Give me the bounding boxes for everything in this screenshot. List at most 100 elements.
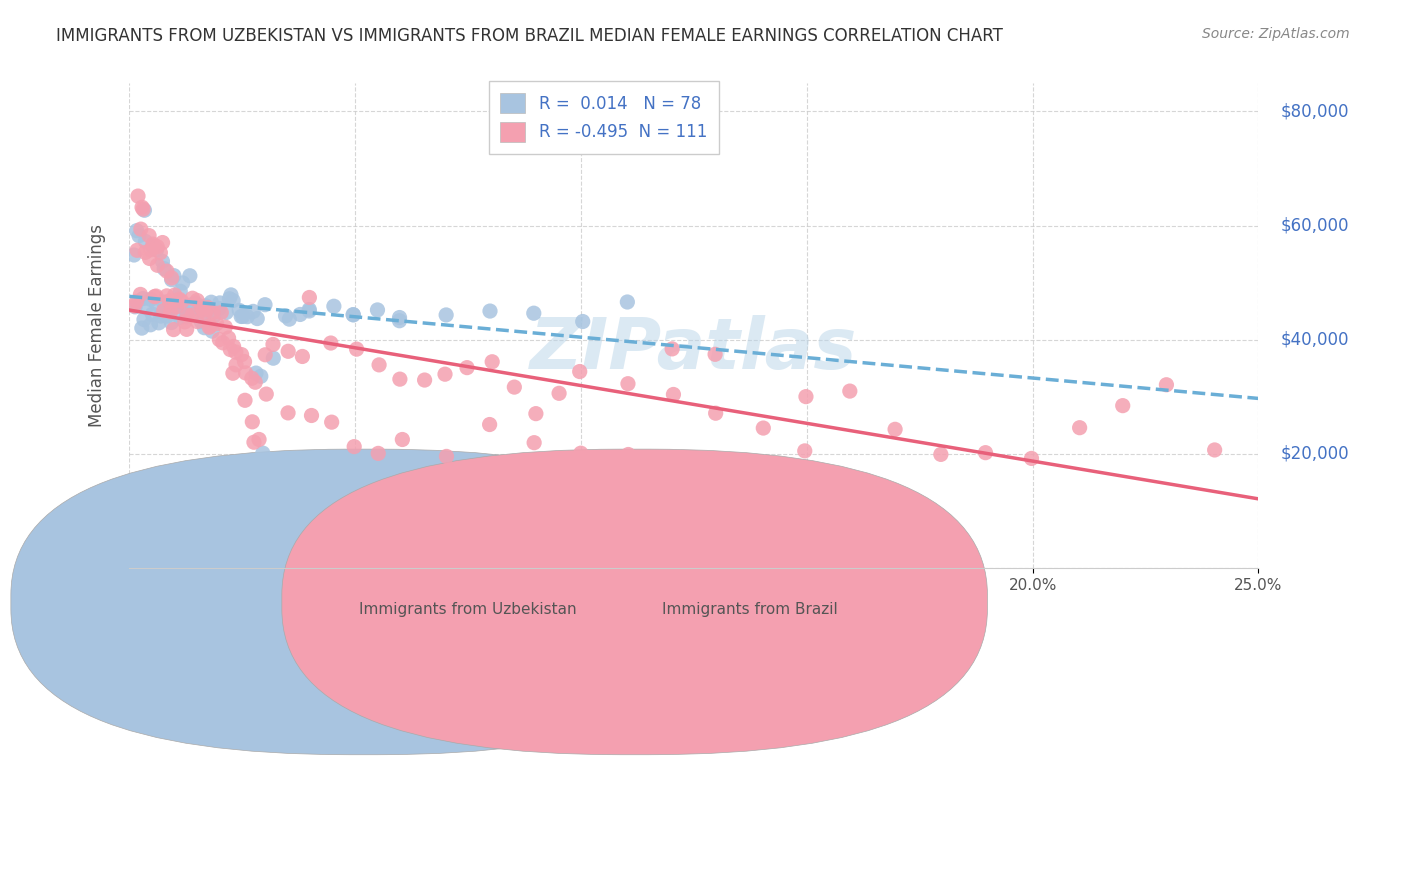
Point: [291, 350, 314, 364]
Point: [1204, 442, 1226, 457]
Point: [222, 366, 245, 380]
Point: [253, 298, 276, 312]
Point: [298, 302, 321, 317]
Point: [165, 293, 187, 308]
Point: [152, 235, 174, 250]
Point: [388, 314, 411, 328]
Point: [225, 345, 247, 359]
Point: [548, 386, 571, 401]
Point: [156, 264, 179, 278]
Point: [176, 309, 198, 323]
Point: [132, 202, 155, 217]
Point: [974, 445, 997, 459]
Point: [124, 300, 146, 314]
Text: Immigrants from Brazil: Immigrants from Brazil: [662, 602, 838, 617]
Point: [254, 348, 277, 362]
Point: [159, 305, 181, 319]
Point: [436, 450, 458, 464]
Point: [162, 322, 184, 336]
Point: [176, 310, 198, 324]
Point: [346, 342, 368, 356]
Point: [208, 301, 231, 316]
Point: [148, 316, 170, 330]
Point: [298, 304, 321, 318]
Point: [218, 331, 240, 345]
Point: [388, 310, 411, 325]
Point: [181, 291, 204, 305]
Point: [138, 252, 160, 266]
Point: [132, 312, 155, 326]
Point: [571, 314, 593, 328]
Point: [129, 287, 152, 301]
Point: [186, 314, 208, 328]
Point: [222, 339, 245, 353]
Point: [288, 308, 311, 322]
Point: [616, 295, 638, 310]
Point: [157, 293, 180, 308]
Point: [146, 298, 169, 312]
Point: [193, 302, 215, 317]
Point: [166, 300, 188, 314]
Point: [200, 318, 222, 333]
Point: [1156, 377, 1178, 392]
Point: [160, 300, 183, 314]
Point: [231, 310, 253, 324]
Point: [1021, 451, 1043, 466]
Point: [240, 371, 263, 385]
Point: [132, 292, 155, 306]
Point: [929, 447, 952, 461]
Point: [278, 312, 301, 326]
Point: [156, 309, 179, 323]
Point: [146, 240, 169, 254]
Point: [232, 310, 254, 324]
Point: [231, 348, 253, 362]
Point: [194, 306, 217, 320]
Point: [170, 294, 193, 309]
Point: [568, 365, 591, 379]
Point: [752, 421, 775, 435]
Point: [215, 305, 238, 319]
Point: [228, 303, 250, 318]
Point: [252, 446, 274, 460]
Point: [219, 343, 242, 357]
Point: [180, 302, 202, 317]
Point: [388, 372, 411, 386]
Point: [225, 358, 247, 372]
Point: [262, 351, 284, 366]
Point: [128, 228, 150, 243]
Point: [135, 301, 157, 315]
Text: $60,000: $60,000: [1281, 217, 1350, 235]
Point: [198, 320, 221, 334]
Point: [173, 301, 195, 315]
Point: [236, 310, 259, 324]
Point: [243, 435, 266, 450]
Text: ZIPatlas: ZIPatlas: [530, 315, 858, 384]
Point: [160, 271, 183, 285]
Text: Source: ZipAtlas.com: Source: ZipAtlas.com: [1202, 27, 1350, 41]
Point: [434, 368, 457, 382]
Point: [142, 237, 165, 252]
Point: [342, 308, 364, 322]
Point: [274, 309, 297, 323]
Point: [569, 446, 592, 460]
Point: [208, 296, 231, 310]
Point: [413, 373, 436, 387]
Point: [704, 406, 727, 420]
Point: [149, 245, 172, 260]
Point: [240, 415, 263, 429]
Point: [156, 289, 179, 303]
Point: [366, 302, 388, 317]
Point: [129, 222, 152, 236]
Point: [145, 289, 167, 303]
Point: [218, 292, 240, 306]
Point: [139, 318, 162, 332]
Point: [186, 293, 208, 308]
Point: [181, 297, 204, 311]
Point: [838, 384, 860, 398]
Y-axis label: Median Female Earnings: Median Female Earnings: [87, 224, 105, 427]
Point: [661, 342, 683, 356]
Text: Immigrants from Uzbekistan: Immigrants from Uzbekistan: [360, 602, 576, 617]
Point: [181, 308, 204, 322]
Point: [152, 303, 174, 318]
Point: [125, 294, 148, 309]
